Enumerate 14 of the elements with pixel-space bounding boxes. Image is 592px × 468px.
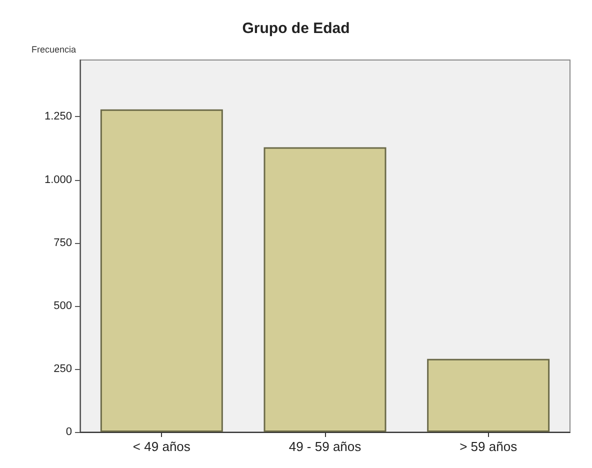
chart-title: Grupo de Edad [242,20,350,37]
y-tick-label: 1.000 [44,174,72,186]
y-tick-label: 0 [66,426,72,438]
y-tick-label: 1.250 [44,110,72,123]
x-tick-label: < 49 años [132,439,191,454]
bar [427,358,550,432]
bar [264,147,386,432]
y-tick-label: 500 [54,300,72,312]
x-tick-label: > 59 años [460,439,518,454]
y-tick-label: 250 [54,362,72,375]
bar [100,109,223,432]
y-tick-label: 750 [54,236,72,249]
x-tick-label: 49 - 59 años [288,439,362,454]
y-axis-title: Frecuencia [31,44,76,54]
